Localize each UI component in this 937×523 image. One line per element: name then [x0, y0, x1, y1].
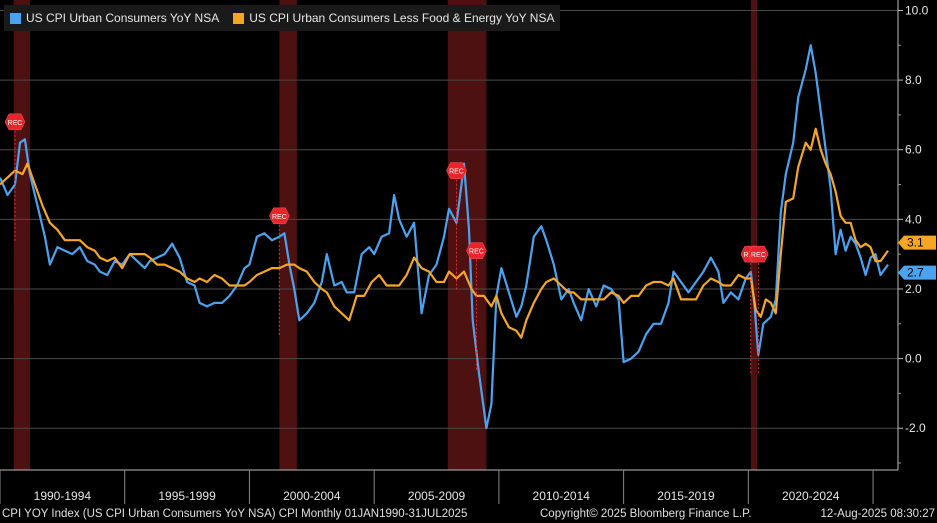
x-tick-label-6: 2020-2024	[782, 489, 840, 503]
recession-bands	[13, 0, 758, 470]
legend-label-cpi: US CPI Urban Consumers YoY NSA	[26, 11, 220, 25]
series-line-core-cpi	[0, 127, 889, 339]
rec-flag-shape-3	[466, 242, 487, 259]
recession-band-0	[13, 0, 30, 470]
footer-source: CPI YOY Index (US CPI Urban Consumers Yo…	[2, 507, 468, 520]
recession-band-3	[750, 0, 758, 470]
y-tick-label-6: -2.0	[905, 421, 926, 435]
last-value-text-0: 3.1	[907, 236, 924, 250]
series-lines	[0, 44, 889, 430]
rec-flag-label-1: REC	[272, 214, 287, 221]
legend-item-cpi[interactable]: US CPI Urban Consumers YoY NSA	[10, 11, 219, 25]
recession-flags: RECRECRECRECRECREC	[4, 113, 769, 375]
rec-flag-3: REC	[466, 242, 487, 371]
last-value-text-1: 2.7	[907, 266, 924, 280]
y-tick-label-2: 6.0	[905, 143, 922, 157]
x-tick-label-4: 2010-2014	[533, 489, 591, 503]
x-tick-label-3: 2005-2009	[408, 489, 466, 503]
rec-flag-2: REC	[446, 162, 467, 291]
y-tick-label-3: 4.0	[905, 212, 922, 226]
y-tick-label-4: 2.0	[905, 282, 922, 296]
legend: US CPI Urban Consumers YoY NSA US CPI Ur…	[4, 5, 561, 31]
x-tick-label-5: 2015-2019	[657, 489, 715, 503]
rec-flag-label-5: REC	[751, 252, 766, 259]
footer: CPI YOY Index (US CPI Urban Consumers Yo…	[0, 504, 937, 523]
legend-swatch-cpi	[10, 12, 21, 24]
y-tick-label-1: 8.0	[905, 73, 922, 87]
legend-swatch-core-cpi	[233, 12, 245, 24]
rec-flag-5: REC	[748, 245, 769, 375]
rec-flag-1: REC	[269, 207, 290, 336]
rec-flag-shape-0	[4, 113, 26, 131]
y-tick-label-5: 0.0	[905, 352, 922, 366]
rec-flag-label-2: REC	[449, 169, 464, 176]
last-value-box-0	[898, 235, 936, 250]
cpi-chart: 1990-1994 1995-1999 2000-2004 2005-2009 2010…	[0, 0, 937, 505]
legend-label-core-cpi: US CPI Urban Consumers Less Food & Energ…	[249, 11, 555, 25]
series-line-cpi	[0, 44, 889, 430]
rec-flag-shape-5	[748, 245, 769, 263]
last-value-0: 3.1	[898, 235, 936, 250]
legend-item-core-cpi[interactable]: US CPI Urban Consumers Less Food & Energ…	[233, 11, 554, 25]
rec-flag-0: REC	[4, 113, 26, 242]
x-tick-label-0: 1990-1994	[34, 489, 92, 503]
x-tick-label-2: 2000-2004	[283, 489, 341, 503]
x-axis: 1990-1994 1995-1999 2000-2004 2005-2009 2010…	[0, 469, 898, 504]
last-value-labels: 3.1 2.7	[898, 235, 936, 280]
footer-copyright: Copyright© 2025 Bloomberg Finance L.P.	[540, 507, 752, 520]
last-value-box-1	[898, 265, 936, 280]
rec-flag-label-3: REC	[469, 249, 484, 256]
rec-flag-label-0: REC	[8, 120, 23, 127]
last-value-1: 2.7	[898, 265, 936, 280]
rec-flag-shape-1	[269, 207, 290, 225]
x-tick-label-1: 1995-1999	[158, 489, 216, 503]
footer-date: 12-Aug-2025 08:30:27	[820, 507, 935, 520]
y-tick-label-0: 10.0	[905, 3, 929, 17]
rec-flag-shape-2	[446, 162, 467, 179]
y-axis: 10.0 8.0 6.0 4.0 2.0 0.0 -2.0	[897, 0, 929, 470]
recession-band-1	[279, 0, 297, 470]
recession-band-2	[447, 0, 487, 470]
